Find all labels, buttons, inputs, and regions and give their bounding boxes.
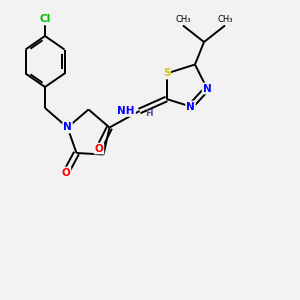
- Text: O: O: [94, 143, 103, 154]
- Text: S: S: [163, 68, 170, 79]
- Text: N: N: [63, 122, 72, 133]
- Text: N: N: [202, 83, 211, 94]
- Text: CH₃: CH₃: [175, 15, 191, 24]
- Text: N: N: [186, 101, 195, 112]
- Text: NH: NH: [118, 106, 135, 116]
- Text: O: O: [61, 167, 70, 178]
- Text: H: H: [145, 110, 152, 118]
- Text: Cl: Cl: [39, 14, 51, 25]
- Text: CH₃: CH₃: [217, 15, 233, 24]
